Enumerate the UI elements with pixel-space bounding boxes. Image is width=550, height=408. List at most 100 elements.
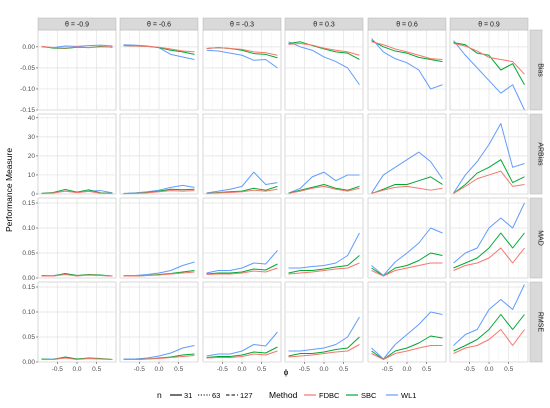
x-tick-label: 0.5 (92, 366, 101, 373)
y-tick-label: 0.05 (22, 334, 35, 341)
facet-strip-label: Bias (537, 63, 544, 77)
series-line-fdbc-n31 (288, 262, 360, 275)
y-tick-label: -0.15 (20, 107, 35, 114)
series-line-fdbc-n31 (123, 45, 195, 53)
facet-strip-label: θ = 0.3 (313, 22, 335, 29)
series-line-fdbc-n31 (371, 41, 443, 60)
series-line-fdbc-n31 (123, 271, 195, 277)
series-line-sbc-n31 (453, 42, 525, 85)
series-line-wl1-n31 (206, 250, 278, 274)
series-line-fdbc-n31 (453, 329, 525, 354)
series-line-sbc-n31 (288, 41, 360, 60)
facet-strip-label: θ = 0.6 (396, 22, 418, 29)
y-tick-label: 40 (28, 115, 36, 122)
x-tick-label: -0.5 (382, 366, 394, 373)
series-line-fdbc-n31 (206, 267, 278, 275)
y-tick-label: -0.10 (20, 86, 35, 93)
series-line-wl1-n31 (453, 40, 525, 111)
x-tick-label: 0.0 (237, 366, 246, 373)
x-tick-label: -0.5 (299, 366, 311, 373)
series-line-fdbc-n31 (206, 188, 278, 194)
y-axis-title: Performance Measure (4, 148, 14, 232)
x-tick-label: 0.0 (154, 366, 163, 373)
series-line-sbc-n31 (453, 314, 525, 352)
y-tick-label: 10 (28, 172, 36, 179)
y-tick-label: -0.05 (20, 65, 35, 72)
x-tick-label: 0.0 (319, 366, 328, 373)
x-tick-label: 0.0 (484, 366, 493, 373)
x-tick-label: -0.5 (217, 366, 229, 373)
x-tick-label: 0.5 (174, 366, 183, 373)
legend-label-method: FDBC (319, 391, 340, 400)
series-line-wl1-n31 (453, 284, 525, 346)
series-line-sbc-n31 (288, 255, 360, 274)
x-tick-label: 0.5 (422, 366, 431, 373)
y-tick-label: 20 (28, 153, 36, 160)
series-line-fdbc-n31 (371, 345, 443, 360)
y-tick-label: 0.05 (22, 250, 35, 257)
facet-strip (529, 29, 543, 111)
x-tick-label: -0.5 (134, 366, 146, 373)
legend-title-n: n (157, 390, 162, 400)
series-line-sbc-n31 (206, 346, 278, 358)
facet-strip-label: θ = -0.9 (65, 22, 89, 29)
series-line-fdbc-n31 (123, 190, 195, 195)
series-line-wl1-n31 (288, 171, 360, 194)
facet-strip (367, 17, 447, 31)
series-line-fdbc-n31 (453, 170, 525, 194)
series-line-fdbc-n31 (41, 45, 113, 49)
legend-label-n: 31 (184, 391, 192, 400)
facet-strip-label: ARBias (537, 142, 544, 166)
series-line-fdbc-n31 (288, 185, 360, 194)
series-line-sbc-n31 (453, 232, 525, 269)
y-tick-label: 0.00 (22, 44, 35, 51)
x-tick-label: 0.5 (504, 366, 513, 373)
series-line-sbc-n31 (453, 159, 525, 194)
series-line-fdbc-n31 (206, 350, 278, 359)
facet-strip (284, 17, 364, 31)
y-tick-label: 0.00 (22, 275, 35, 282)
series-line-fdbc-n31 (288, 344, 360, 358)
series-line-wl1-n31 (371, 38, 443, 90)
x-tick-label: 0.0 (402, 366, 411, 373)
y-tick-label: 0.10 (22, 225, 35, 232)
x-tick-label: -0.5 (464, 366, 476, 373)
series-line-sbc-n31 (371, 40, 443, 63)
series-line-wl1-n31 (206, 171, 278, 194)
series-line-fdbc-n31 (453, 247, 525, 271)
series-line-wl1-n31 (206, 49, 278, 69)
series-line-sbc-n31 (288, 183, 360, 194)
series-line-sbc-n31 (288, 336, 360, 357)
y-tick-label: 30 (28, 134, 36, 141)
facet-strip (529, 281, 543, 363)
x-tick-label: 0.5 (339, 366, 348, 373)
facet-strip-label: θ = -0.6 (147, 22, 171, 29)
facet-strip (119, 17, 199, 31)
x-tick-label: 0.5 (257, 366, 266, 373)
legend-label-n: 63 (212, 391, 220, 400)
x-axis-title: ϕ (284, 367, 289, 377)
legend-label-method: WL1 (401, 391, 416, 400)
series-line-fdbc-n31 (41, 274, 113, 277)
series-line-wl1-n31 (288, 41, 360, 86)
series-line-fdbc-n31 (453, 42, 525, 75)
series-line-sbc-n31 (371, 176, 443, 194)
series-line-fdbc-n31 (288, 42, 360, 56)
x-tick-label: 0.0 (72, 366, 81, 373)
facet-strip-label: MAD (537, 230, 544, 246)
legend-label-n: 127 (240, 391, 253, 400)
y-tick-label: 0 (31, 191, 35, 198)
series-line-fdbc-n31 (123, 355, 195, 360)
series-line-wl1-n31 (288, 232, 360, 269)
legend-label-method: SBC (361, 391, 377, 400)
series-line-wl1-n31 (371, 151, 443, 194)
facet-strip (37, 17, 117, 31)
facet-strip-label: θ = 0.9 (478, 22, 500, 29)
series-line-fdbc-n31 (371, 262, 443, 277)
series-line-sbc-n31 (206, 263, 278, 275)
series-line-fdbc-n31 (206, 47, 278, 56)
facet-strip-label: θ = -0.3 (230, 22, 254, 29)
facet-strip (529, 197, 543, 279)
series-line-wl1-n31 (206, 331, 278, 357)
